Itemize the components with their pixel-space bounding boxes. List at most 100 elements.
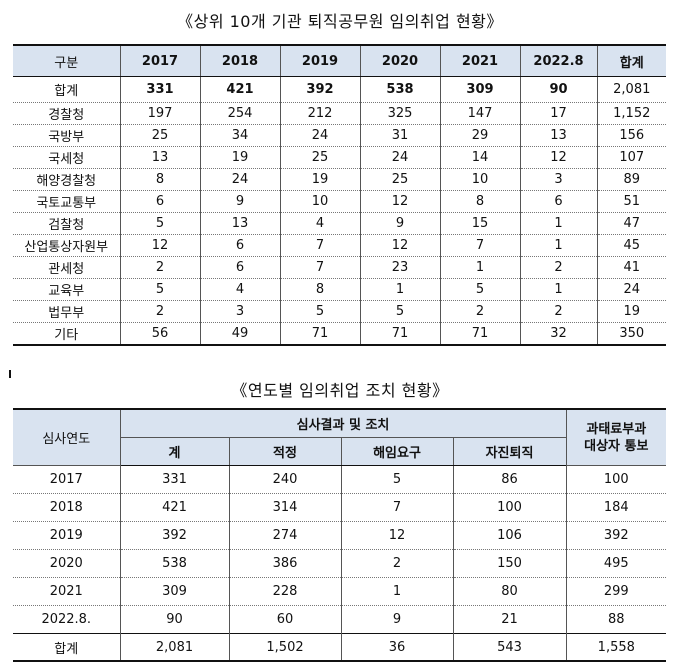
- table-cell: 1,502: [228, 633, 341, 662]
- header-review-year: 심사연도: [13, 408, 120, 466]
- table-cell: 2: [119, 300, 200, 323]
- table-cell: 5: [279, 300, 360, 323]
- table-cell: 392: [119, 521, 229, 550]
- table-cell: 421: [199, 76, 280, 103]
- table-cell: 19: [279, 168, 360, 191]
- table-cell: 100: [452, 493, 567, 522]
- table-cell: 107: [596, 146, 666, 169]
- table-cell: 3: [199, 300, 280, 323]
- row-label: 검찰청: [13, 212, 120, 235]
- table-cell: 331: [119, 76, 200, 103]
- table-cell: 212: [279, 102, 360, 125]
- table-cell: 1: [340, 577, 453, 606]
- header-2020: 2020: [359, 44, 440, 77]
- table-cell: 47: [596, 212, 666, 235]
- table-cell: 51: [596, 190, 666, 213]
- table-cell: 240: [228, 465, 341, 494]
- row-year: 2019: [13, 521, 120, 550]
- table-cell: 25: [119, 124, 200, 147]
- header-2018: 2018: [199, 44, 280, 77]
- table-cell: 421: [119, 493, 229, 522]
- table-cell: 14: [439, 146, 520, 169]
- table-cell: 13: [519, 124, 597, 147]
- row-year: 2017: [13, 465, 120, 494]
- table-cell: 24: [199, 168, 280, 191]
- table2-title: 《연도별 임의취업 조치 현황》: [231, 381, 449, 400]
- table-cell: 9: [359, 212, 440, 235]
- row-year: 2020: [13, 549, 120, 578]
- header-appropriate: 적정: [228, 437, 341, 466]
- table2-header-row-2: 계 적정 해임요구 자진퇴직: [13, 437, 666, 466]
- table-cell: 36: [340, 633, 453, 662]
- table-cell: 6: [199, 234, 280, 257]
- table-row: 국방부 25 34 24 31 29 13 156: [13, 124, 666, 147]
- table-cell: 24: [596, 278, 666, 301]
- table-cell: 325: [359, 102, 440, 125]
- table-cell: 538: [359, 76, 440, 103]
- table-cell: 13: [119, 146, 200, 169]
- table-row: 2017 331 240 5 86 100: [13, 465, 667, 494]
- table-cell: 2,081: [119, 633, 229, 662]
- table-cell: 1: [439, 256, 520, 279]
- table-cell: 2: [439, 300, 520, 323]
- table-row: 2018 421 314 7 100 184: [13, 493, 667, 522]
- table-row: 경찰청 197 254 212 325 147 17 1,152: [13, 102, 666, 125]
- table-cell: 45: [596, 234, 666, 257]
- table-cell: 49: [199, 322, 280, 346]
- table-cell: 299: [565, 577, 667, 606]
- row-label: 국세청: [13, 146, 120, 169]
- table-cell: 15: [439, 212, 520, 235]
- table-cell: 89: [596, 168, 666, 191]
- table-cell: 34: [199, 124, 280, 147]
- header-2019: 2019: [279, 44, 360, 77]
- row-label: 산업통상자원부: [13, 234, 120, 257]
- header-voluntary-resignation: 자진퇴직: [452, 437, 567, 466]
- table-cell: 331: [119, 465, 229, 494]
- table-row: 교육부 5 4 8 1 5 1 24: [13, 278, 666, 301]
- table-cell: 41: [596, 256, 666, 279]
- table-cell: 254: [199, 102, 280, 125]
- table-cell: 392: [565, 521, 667, 550]
- table-cell: 197: [119, 102, 200, 125]
- table-cell: 23: [359, 256, 440, 279]
- table-cell: 7: [439, 234, 520, 257]
- table-cell: 3: [519, 168, 597, 191]
- table1-title: 《상위 10개 기관 퇴직공무원 임의취업 현황》: [177, 12, 503, 31]
- table-cell: 90: [119, 605, 229, 634]
- table-cell: 9: [199, 190, 280, 213]
- table-cell: 9: [340, 605, 453, 634]
- table-cell: 13: [199, 212, 280, 235]
- header-2021: 2021: [439, 44, 520, 77]
- row-year: 2022.8.: [13, 605, 120, 634]
- table-cell: 1: [519, 278, 597, 301]
- header-total: 합계: [596, 44, 666, 77]
- table-cell: 7: [340, 493, 453, 522]
- table-cell: 19: [596, 300, 666, 323]
- table-cell: 2: [519, 300, 597, 323]
- table-row: 2022.8. 90 60 9 21 88: [13, 605, 667, 634]
- table-row: 법무부 2 3 5 5 2 2 19: [13, 300, 666, 323]
- header-2017: 2017: [119, 44, 200, 77]
- table-row: 관세청 2 6 7 23 1 2 41: [13, 256, 666, 279]
- table-cell: 32: [519, 322, 597, 346]
- table-cell: 1,558: [565, 633, 667, 662]
- table-cell: 4: [199, 278, 280, 301]
- header-dismissal-request: 해임요구: [340, 437, 453, 466]
- table-cell: 5: [359, 300, 440, 323]
- table-cell: 86: [452, 465, 567, 494]
- header-fine-notice-line2: 대상자 통보: [584, 438, 649, 454]
- table-cell: 2,081: [596, 76, 666, 103]
- table-cell: 10: [279, 190, 360, 213]
- table-cell: 350: [596, 322, 666, 346]
- table-cell: 80: [452, 577, 567, 606]
- table-cell: 8: [439, 190, 520, 213]
- table-cell: 17: [519, 102, 597, 125]
- table-cell: 88: [565, 605, 667, 634]
- table-cell: 6: [199, 256, 280, 279]
- row-label: 국방부: [13, 124, 120, 147]
- table-cell: 71: [439, 322, 520, 346]
- table-row: 검찰청 5 13 4 9 15 1 47: [13, 212, 666, 235]
- agency-employment-table: 구분 2017 2018 2019 2020 2021 2022.8 합계 합계…: [13, 44, 666, 346]
- row-year: 2018: [13, 493, 120, 522]
- table-cell: 60: [228, 605, 341, 634]
